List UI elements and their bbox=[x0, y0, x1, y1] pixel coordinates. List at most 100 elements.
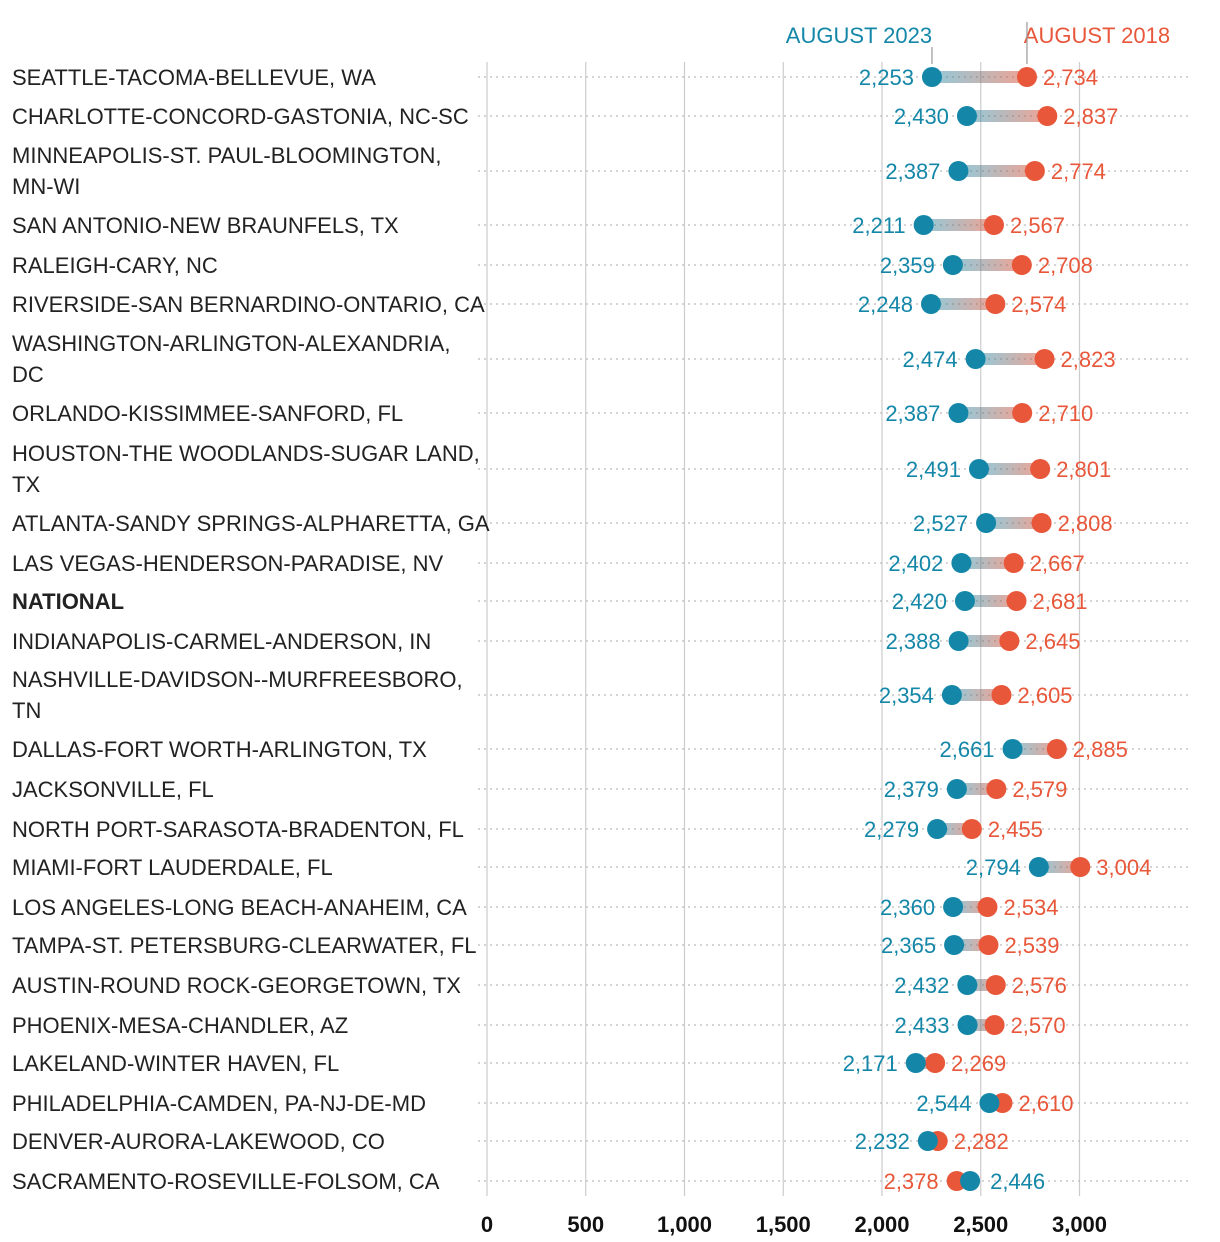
value-label-august-2023: 2,544 bbox=[916, 1091, 971, 1116]
dot-august-2023 bbox=[905, 1053, 926, 1073]
row-label: PHOENIX-MESA-CHANDLER, AZ bbox=[12, 1013, 348, 1038]
row-dotted-lines bbox=[478, 76, 1188, 1182]
row-label: AUSTIN-ROUND ROCK-GEORGETOWN, TX bbox=[12, 973, 461, 998]
value-label-august-2018: 2,667 bbox=[1030, 551, 1085, 576]
value-label-august-2023: 2,379 bbox=[884, 777, 939, 802]
x-tick-label: 2,000 bbox=[854, 1212, 909, 1237]
value-label-august-2023: 2,491 bbox=[906, 457, 961, 482]
row-label: MINNEAPOLIS-ST. PAUL-BLOOMINGTON, bbox=[12, 143, 441, 168]
value-label-august-2023: 2,253 bbox=[859, 65, 914, 90]
value-label-august-2023: 2,365 bbox=[881, 933, 936, 958]
value-label-august-2018: 2,455 bbox=[988, 817, 1043, 842]
row-label: LAKELAND-WINTER HAVEN, FL bbox=[12, 1051, 339, 1076]
x-tick-label: 1,000 bbox=[657, 1212, 712, 1237]
connector-bar bbox=[975, 353, 1045, 365]
row-label: HOUSTON-THE WOODLANDS-SUGAR LAND, bbox=[12, 441, 480, 466]
value-label-august-2018: 2,885 bbox=[1073, 737, 1128, 762]
value-label-august-2023: 2,420 bbox=[892, 589, 947, 614]
value-label-august-2018: 2,734 bbox=[1043, 65, 1098, 90]
dot-august-2018 bbox=[985, 975, 1006, 995]
row-label: NATIONAL bbox=[12, 589, 124, 614]
dot-august-2018 bbox=[977, 897, 998, 917]
row-label: WASHINGTON-ARLINGTON-ALEXANDRIA, bbox=[12, 331, 450, 356]
row-label: RIVERSIDE-SAN BERNARDINO-ONTARIO, CA bbox=[12, 292, 485, 317]
value-label-august-2023: 2,387 bbox=[885, 401, 940, 426]
value-label-august-2023: 2,430 bbox=[894, 104, 949, 129]
connector-bar bbox=[966, 110, 1048, 122]
dot-august-2023 bbox=[942, 255, 963, 275]
dot-august-2023 bbox=[954, 591, 975, 611]
row-label: DENVER-AURORA-LAKEWOOD, CO bbox=[12, 1129, 385, 1154]
value-label-august-2018: 2,567 bbox=[1010, 213, 1065, 238]
row-label: LAS VEGAS-HENDERSON-PARADISE, NV bbox=[12, 551, 443, 576]
value-label-august-2018: 2,801 bbox=[1056, 457, 1111, 482]
dot-august-2023 bbox=[948, 403, 969, 423]
value-label-august-2023: 2,232 bbox=[855, 1129, 910, 1154]
dot-august-2018 bbox=[985, 294, 1006, 314]
row-label: NASHVILLE-DAVIDSON--MURFREESBORO, bbox=[12, 667, 463, 692]
dot-august-2018 bbox=[984, 1015, 1005, 1035]
dot-august-2018 bbox=[978, 935, 999, 955]
row-label: CHARLOTTE-CONCORD-GASTONIA, NC-SC bbox=[12, 104, 469, 129]
dot-august-2018 bbox=[1006, 591, 1027, 611]
value-label-august-2023: 2,248 bbox=[858, 292, 913, 317]
value-label-august-2018: 2,774 bbox=[1051, 159, 1106, 184]
row-label: ATLANTA-SANDY SPRINGS-ALPHARETTA, GA bbox=[12, 511, 490, 536]
value-label-august-2023: 2,527 bbox=[913, 511, 968, 536]
dot-august-2018 bbox=[986, 779, 1007, 799]
data-points bbox=[905, 67, 1091, 1191]
dot-august-2023 bbox=[920, 294, 941, 314]
value-label-august-2023: 2,171 bbox=[843, 1051, 898, 1076]
row-label: MN-WI bbox=[12, 174, 80, 199]
value-label-august-2018: 2,539 bbox=[1004, 933, 1059, 958]
x-tick-label: 3,000 bbox=[1052, 1212, 1107, 1237]
connector-bar bbox=[923, 219, 994, 231]
x-tick-label: 2,500 bbox=[953, 1212, 1008, 1237]
row-label: TAMPA-ST. PETERSBURG-CLEARWATER, FL bbox=[12, 933, 477, 958]
dot-august-2018 bbox=[1037, 106, 1058, 126]
row-label: RALEIGH-CARY, NC bbox=[12, 253, 218, 278]
value-label-august-2023: 2,211 bbox=[852, 213, 905, 238]
dot-august-2018 bbox=[1034, 349, 1055, 369]
value-label-august-2023: 2,433 bbox=[894, 1013, 949, 1038]
value-label-august-2018: 3,004 bbox=[1096, 855, 1151, 880]
dot-august-2023 bbox=[951, 553, 972, 573]
grid-layer bbox=[486, 62, 1081, 1196]
value-label-august-2018: 2,282 bbox=[954, 1129, 1009, 1154]
dot-august-2018 bbox=[1003, 553, 1024, 573]
row-labels: SEATTLE-TACOMA-BELLEVUE, WA CHARLOTTE-CON… bbox=[12, 65, 490, 1194]
x-tick-label: 1,500 bbox=[756, 1212, 811, 1237]
connector-bar bbox=[930, 298, 996, 310]
value-label-august-2018: 2,534 bbox=[1003, 895, 1058, 920]
dot-august-2023 bbox=[957, 1015, 978, 1035]
dot-august-2018 bbox=[925, 1053, 946, 1073]
value-label-august-2018: 2,710 bbox=[1038, 401, 1093, 426]
row-label: NORTH PORT-SARASOTA-BRADENTON, FL bbox=[12, 817, 464, 842]
value-label-august-2023: 2,446 bbox=[990, 1169, 1045, 1194]
dot-august-2023 bbox=[948, 631, 969, 651]
connector-bar bbox=[961, 557, 1014, 569]
value-label-august-2023: 2,359 bbox=[880, 253, 935, 278]
dot-august-2023 bbox=[948, 161, 969, 181]
row-label: SACRAMENTO-ROSEVILLE-FOLSOM, CA bbox=[12, 1169, 440, 1194]
dot-august-2018 bbox=[1016, 67, 1037, 87]
value-label-august-2023: 2,360 bbox=[880, 895, 935, 920]
x-axis: 0 500 1,000 1,500 2,000 2,500 3,000 bbox=[481, 1212, 1107, 1237]
value-label-august-2018: 2,605 bbox=[1017, 683, 1072, 708]
value-label-august-2018: 2,269 bbox=[951, 1051, 1006, 1076]
dot-august-2023 bbox=[921, 67, 942, 87]
value-label-august-2023: 2,402 bbox=[888, 551, 943, 576]
value-label-august-2023: 2,388 bbox=[886, 629, 941, 654]
dot-august-2023 bbox=[1028, 857, 1049, 877]
dot-august-2023 bbox=[960, 1171, 981, 1191]
row-label: DC bbox=[12, 362, 44, 387]
row-label: DALLAS-FORT WORTH-ARLINGTON, TX bbox=[12, 737, 427, 762]
dot-august-2023 bbox=[1002, 739, 1023, 759]
row-label: SAN ANTONIO-NEW BRAUNFELS, TX bbox=[12, 213, 399, 238]
connector-bar bbox=[1012, 743, 1057, 755]
value-label-august-2023: 2,279 bbox=[864, 817, 919, 842]
connector-bar bbox=[1038, 861, 1081, 873]
dot-august-2023 bbox=[965, 349, 986, 369]
value-label-august-2018: 2,576 bbox=[1012, 973, 1067, 998]
